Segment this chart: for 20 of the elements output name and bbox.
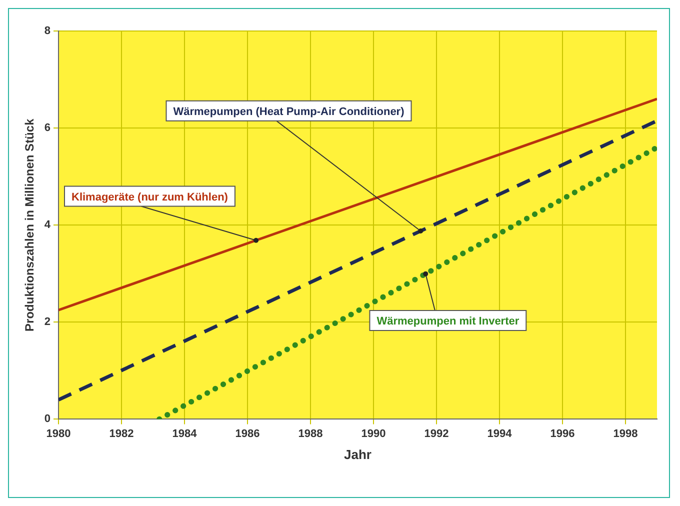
y-tick-label: 2 bbox=[44, 316, 51, 328]
y-tick-label: 6 bbox=[44, 122, 51, 134]
x-tick-label: 1996 bbox=[550, 428, 575, 440]
y-tick-label: 4 bbox=[44, 219, 52, 232]
y-tick-label: 8 bbox=[44, 25, 51, 38]
x-tick-label: 1988 bbox=[298, 428, 323, 440]
y-axis-title: Produktionszahlen in Millionen Stück bbox=[22, 118, 37, 332]
x-tick-label: 1984 bbox=[172, 428, 198, 440]
x-tick-label: 1982 bbox=[109, 428, 134, 440]
x-tick-label: 1994 bbox=[487, 428, 513, 440]
x-tick-label: 1992 bbox=[424, 428, 449, 440]
x-tick-label: 1998 bbox=[613, 428, 638, 440]
y-tick-label: 0 bbox=[44, 413, 51, 426]
series-label: Wärmepumpen mit Inverter bbox=[376, 316, 520, 328]
x-tick-label: 1980 bbox=[46, 428, 71, 440]
x-tick-label: 1986 bbox=[235, 428, 260, 440]
x-tick-label: 1990 bbox=[361, 428, 386, 440]
x-axis-title: Jahr bbox=[344, 446, 372, 462]
text: Klimageräte (nur zum Kühlen) bbox=[72, 191, 228, 204]
text: Wärmepumpen (Heat Pump-Air Conditioner) bbox=[173, 106, 405, 118]
